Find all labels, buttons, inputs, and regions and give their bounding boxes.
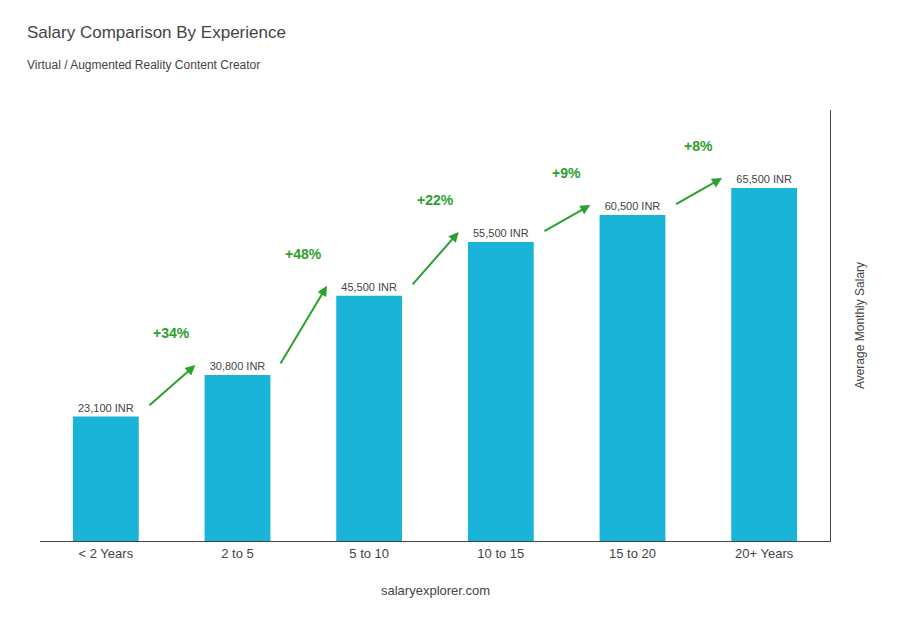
svg-text:15 to 20: 15 to 20 bbox=[609, 546, 656, 561]
svg-text:2 to 5: 2 to 5 bbox=[221, 546, 254, 561]
svg-text:45,500 INR: 45,500 INR bbox=[341, 281, 397, 293]
svg-text:55,500 INR: 55,500 INR bbox=[473, 227, 529, 239]
svg-text:Salary Comparison By Experienc: Salary Comparison By Experience bbox=[27, 23, 286, 42]
svg-text:+9%: +9% bbox=[552, 165, 581, 181]
svg-text:salaryexplorer.com: salaryexplorer.com bbox=[381, 583, 490, 598]
svg-text:< 2 Years: < 2 Years bbox=[79, 546, 134, 561]
svg-text:+22%: +22% bbox=[417, 192, 454, 208]
svg-text:65,500 INR: 65,500 INR bbox=[736, 173, 792, 185]
svg-text:Virtual / Augmented Reality Co: Virtual / Augmented Reality Content Crea… bbox=[27, 58, 260, 72]
svg-text:20+ Years: 20+ Years bbox=[735, 546, 794, 561]
svg-text:23,100 INR: 23,100 INR bbox=[78, 402, 134, 414]
svg-text:+48%: +48% bbox=[285, 246, 322, 262]
svg-text:30,800 INR: 30,800 INR bbox=[210, 360, 266, 372]
svg-text:5 to 10: 5 to 10 bbox=[349, 546, 389, 561]
svg-text:+34%: +34% bbox=[153, 325, 190, 341]
svg-text:60,500 INR: 60,500 INR bbox=[605, 200, 661, 212]
svg-text:10 to 15: 10 to 15 bbox=[477, 546, 524, 561]
svg-text:Average Monthly Salary: Average Monthly Salary bbox=[853, 262, 867, 389]
svg-text:+8%: +8% bbox=[684, 138, 713, 154]
